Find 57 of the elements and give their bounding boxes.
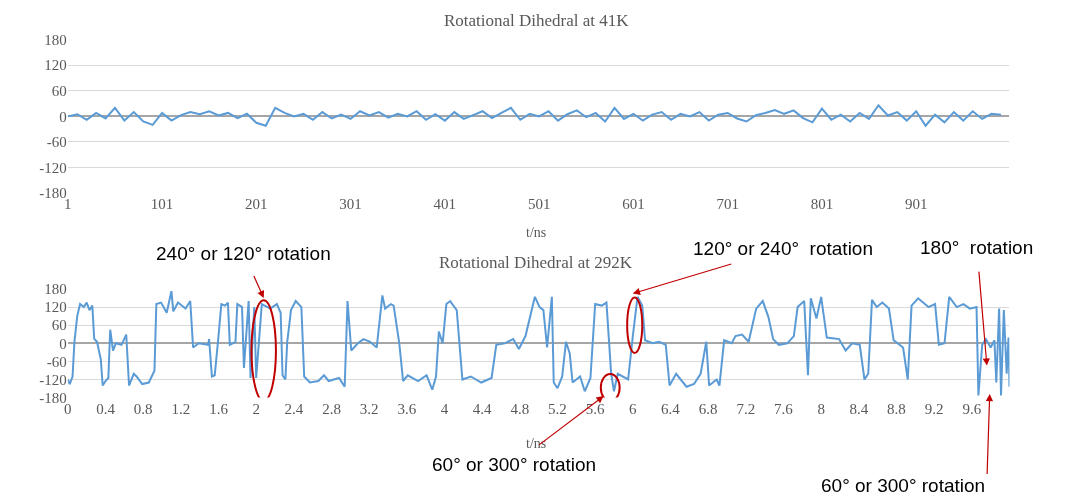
x-tick-label: 2: [252, 400, 260, 417]
y-tick-label: -120: [39, 371, 67, 388]
x-tick-label: 3.6: [397, 400, 417, 417]
x-tick-label: 5.6: [585, 400, 606, 417]
x-tick-label: 5.2: [548, 400, 567, 417]
x-tick-label: 7.2: [736, 400, 756, 417]
chart-title: Rotational Dihedral at 292K: [439, 253, 633, 272]
y-tick-label: -180: [39, 185, 67, 202]
x-tick-label: 101: [150, 196, 174, 213]
y-tick-label: 120: [44, 57, 67, 74]
y-tick-label: -120: [39, 159, 67, 176]
x-tick-label: 601: [622, 196, 645, 213]
x-axis-title: t/ns: [526, 225, 547, 240]
x-tick-label: 0.4: [96, 400, 116, 417]
x-tick-label: 8.8: [887, 400, 906, 417]
x-tick-label: 2.8: [322, 400, 341, 417]
x-tick-label: 3.2: [359, 400, 379, 417]
y-tick-label: 60: [51, 317, 67, 334]
x-tick-label: 6.8: [698, 400, 718, 417]
x-tick-label: 701: [716, 196, 739, 213]
x-tick-label: 1.2: [171, 400, 191, 417]
text: 240° or 120° rotation: [156, 243, 331, 264]
text: 120° or 240° rotation: [693, 238, 873, 259]
y-tick-label: -60: [46, 353, 67, 370]
chart-title: Rotational Dihedral at 41K: [444, 11, 630, 30]
x-tick-label: 0.8: [133, 400, 153, 417]
y-tick-label: 120: [44, 299, 67, 316]
x-tick-label: 1.6: [209, 400, 229, 417]
x-tick-label: 501: [527, 196, 551, 213]
y-tick-label: 0: [59, 335, 67, 352]
x-tick-label: 7.6: [774, 400, 794, 417]
x-tick-label: 6.4: [661, 400, 681, 417]
x-tick-label: 301: [339, 196, 362, 213]
x-tick-label: 4: [440, 400, 449, 417]
x-axis-title: t/ns: [526, 436, 547, 451]
text: 60° or 300° rotation: [821, 475, 986, 496]
y-tick-label: 60: [51, 83, 67, 100]
x-tick-label: 6: [629, 400, 638, 417]
y-tick-label: -60: [46, 134, 67, 151]
text: 60° or 300° rotation: [432, 454, 597, 475]
x-tick-label: 201: [245, 196, 268, 213]
line-series: [67, 104, 1002, 127]
x-tick-label: 8.4: [849, 400, 869, 417]
x-tick-label: 2.4: [284, 400, 304, 417]
x-tick-label: 8: [817, 400, 825, 417]
x-tick-label: 4.8: [510, 400, 530, 417]
y-tick-label: 180: [44, 281, 67, 298]
x-tick-label: 9.2: [924, 400, 944, 417]
line-series: [67, 290, 1010, 397]
y-tick-label: 180: [44, 31, 67, 48]
x-tick-label: 801: [810, 196, 834, 213]
x-tick-label: 401: [433, 196, 457, 213]
text: 180° rotation: [920, 237, 1034, 258]
y-tick-label: 0: [59, 108, 67, 125]
x-tick-label: 901: [904, 196, 928, 213]
x-tick-label: 4.4: [472, 400, 493, 417]
x-tick-label: 9.6: [962, 400, 982, 417]
